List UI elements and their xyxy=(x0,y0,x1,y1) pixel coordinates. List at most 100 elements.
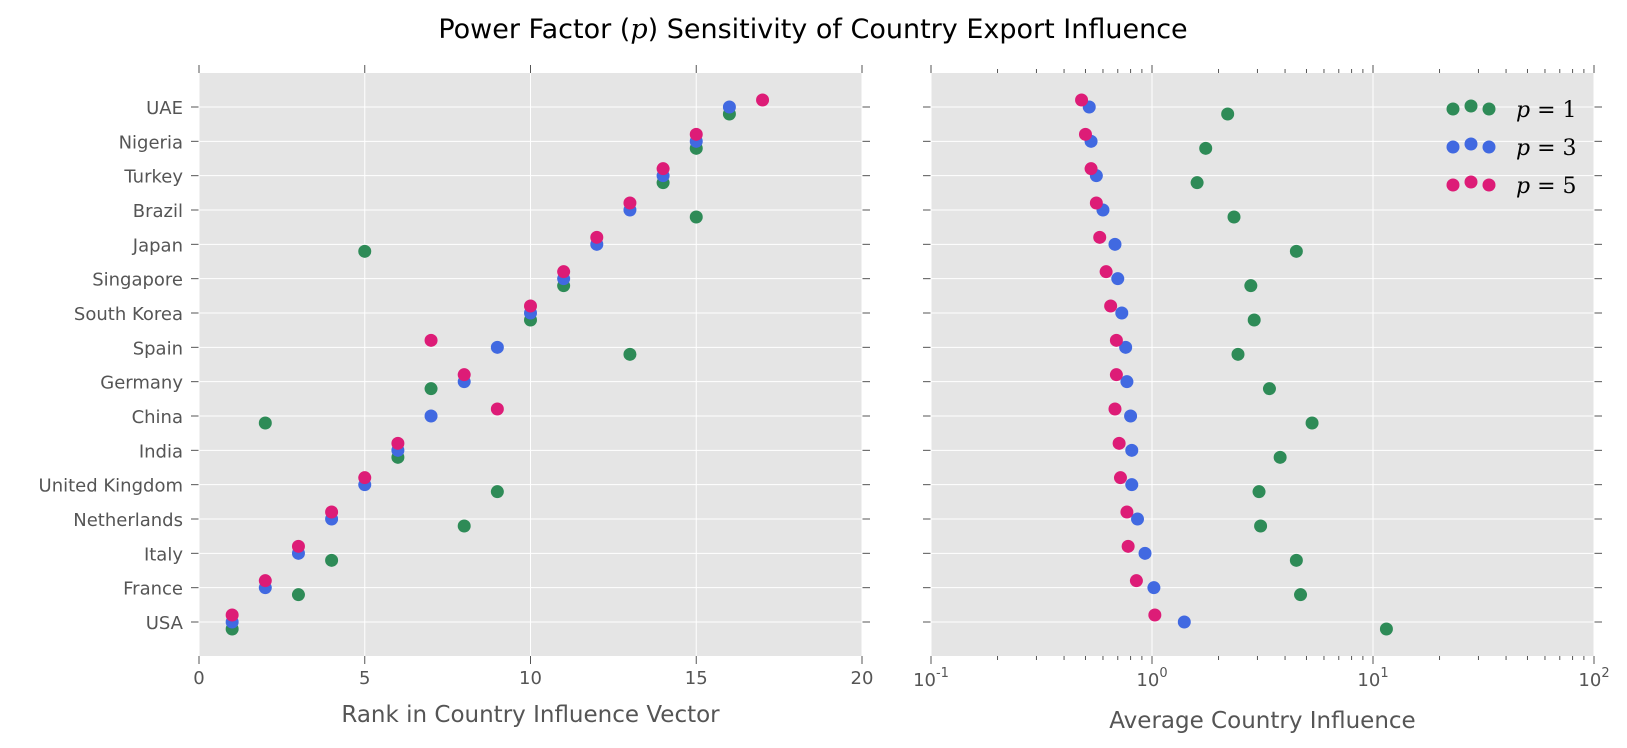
data-point xyxy=(1104,299,1118,313)
data-point xyxy=(325,505,339,519)
data-point xyxy=(457,519,471,533)
data-point xyxy=(1125,443,1139,457)
y-tick-label: China xyxy=(132,407,183,428)
data-point xyxy=(722,100,736,114)
data-point xyxy=(1138,546,1152,560)
data-point xyxy=(1124,409,1138,423)
x-tick-label: 101 xyxy=(1357,666,1388,691)
legend-label: p = 1 xyxy=(1516,98,1577,123)
y-tick-label: Turkey xyxy=(123,167,183,188)
data-point xyxy=(490,485,504,499)
y-tick-label: Singapore xyxy=(92,270,183,291)
data-point xyxy=(258,416,272,430)
data-point xyxy=(1113,471,1127,485)
legend-marker xyxy=(1446,102,1460,116)
y-tick-label: Germany xyxy=(100,373,183,394)
data-point xyxy=(1254,519,1268,533)
data-point xyxy=(1289,553,1303,567)
y-tick-label: United Kingdom xyxy=(39,476,183,497)
data-point xyxy=(1199,141,1213,155)
data-point xyxy=(689,127,703,141)
legend-marker xyxy=(1482,178,1496,192)
data-point xyxy=(689,210,703,224)
y-tick-label: Netherlands xyxy=(73,510,183,531)
x-tick-label: 5 xyxy=(359,668,370,689)
data-point xyxy=(1099,265,1113,279)
y-tick-label: USA xyxy=(146,613,184,634)
data-point xyxy=(590,230,604,244)
y-tick-label: UAE xyxy=(146,98,183,119)
data-point xyxy=(1221,107,1235,121)
data-point xyxy=(1093,230,1107,244)
data-point xyxy=(424,382,438,396)
data-point xyxy=(1115,306,1129,320)
legend-marker xyxy=(1464,137,1478,151)
data-point xyxy=(1075,93,1089,107)
y-tick-label: South Korea xyxy=(74,304,183,325)
y-tick-label: Italy xyxy=(144,544,183,565)
data-point xyxy=(1289,244,1303,258)
data-point xyxy=(1262,382,1276,396)
data-point xyxy=(1108,402,1122,416)
data-point xyxy=(1120,505,1134,519)
data-point xyxy=(490,340,504,354)
legend-marker xyxy=(1482,140,1496,154)
rank-panel: USA France Italy Netherlands United Kingdom I… xyxy=(39,65,874,728)
influence-plot-area xyxy=(931,73,1594,656)
data-point xyxy=(1109,368,1123,382)
x-tick-label: 10-1 xyxy=(913,666,949,691)
data-point xyxy=(1125,478,1139,492)
influence-panel: 10-1 100 101 102 Average Country Influence xyxy=(913,65,1610,734)
data-point xyxy=(1190,176,1204,190)
x-tick-label: 102 xyxy=(1578,666,1609,691)
legend-label: p = 5 xyxy=(1516,174,1577,199)
data-point xyxy=(1147,581,1161,595)
data-point xyxy=(1294,588,1308,602)
data-point xyxy=(1129,574,1143,588)
data-point xyxy=(424,409,438,423)
legend-marker xyxy=(1464,99,1478,113)
data-point xyxy=(1247,313,1261,327)
legend-marker xyxy=(1446,140,1460,154)
data-point xyxy=(358,471,372,485)
data-point xyxy=(1108,237,1122,251)
data-point xyxy=(1379,622,1393,636)
x-tick-label: 20 xyxy=(851,668,874,689)
data-point xyxy=(1112,436,1126,450)
x-tick-label: 0 xyxy=(193,668,204,689)
legend-label: p = 3 xyxy=(1516,136,1577,161)
data-point xyxy=(1089,196,1103,210)
y-tick-label: Nigeria xyxy=(119,132,183,153)
data-point xyxy=(490,402,504,416)
data-point xyxy=(1120,375,1134,389)
y-tick-label: Brazil xyxy=(133,201,183,222)
data-point xyxy=(1078,127,1092,141)
data-point xyxy=(623,347,637,361)
data-point xyxy=(1305,416,1319,430)
data-point xyxy=(457,368,471,382)
data-point xyxy=(325,553,339,567)
y-tick-label: France xyxy=(123,579,183,600)
data-point xyxy=(656,162,670,176)
x-tick-label: 15 xyxy=(685,668,708,689)
data-point xyxy=(391,436,405,450)
data-point xyxy=(1109,333,1123,347)
legend-marker xyxy=(1446,178,1460,192)
x-tick-label: 10 xyxy=(519,668,542,689)
data-point xyxy=(1148,608,1162,622)
legend: p = 1 p = 3 p = 5 xyxy=(1446,98,1577,199)
data-point xyxy=(291,539,305,553)
data-point xyxy=(1131,512,1145,526)
data-point xyxy=(1177,615,1191,629)
y-tick-label: Japan xyxy=(132,235,183,256)
data-point xyxy=(358,244,372,258)
y-tick-label: Spain xyxy=(133,338,183,359)
data-point xyxy=(1121,539,1135,553)
data-point xyxy=(756,93,770,107)
rank-x-axis-label: Rank in Country Influence Vector xyxy=(341,702,720,728)
influence-x-axis-label: Average Country Influence xyxy=(1109,708,1415,734)
data-point xyxy=(524,299,537,313)
data-point xyxy=(258,574,272,588)
data-point xyxy=(1244,279,1258,293)
